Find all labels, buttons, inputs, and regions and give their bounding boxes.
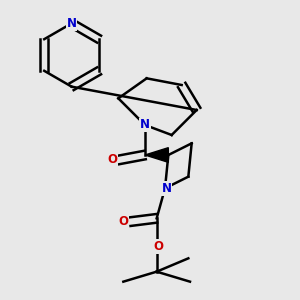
Text: O: O: [118, 215, 128, 228]
Text: N: N: [162, 182, 172, 195]
Text: O: O: [107, 154, 117, 166]
Text: O: O: [153, 240, 163, 253]
Text: N: N: [67, 17, 77, 30]
Text: N: N: [140, 118, 150, 131]
Polygon shape: [145, 148, 168, 162]
